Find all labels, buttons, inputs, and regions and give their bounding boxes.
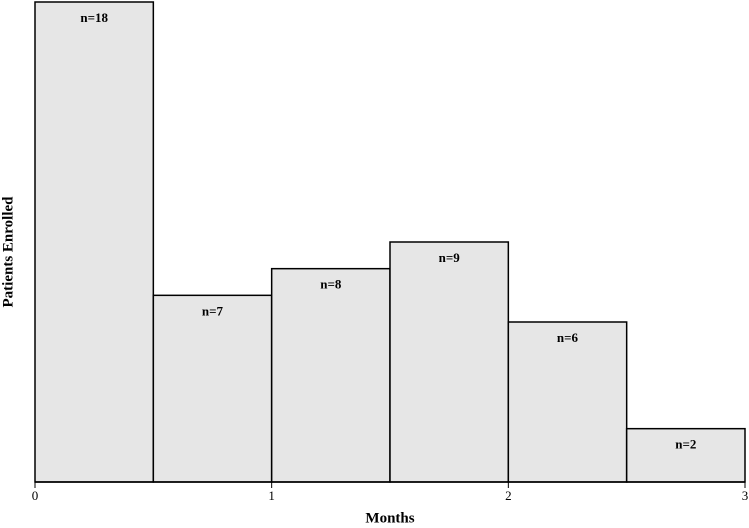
bar — [625, 427, 746, 483]
value-label: n=18 — [80, 10, 108, 25]
value-label: n=9 — [439, 250, 461, 265]
y-axis-label: Patients Enrolled — [0, 196, 16, 308]
value-label: n=6 — [557, 330, 579, 345]
bar — [389, 241, 510, 483]
value-label: n=2 — [675, 437, 696, 452]
bar — [270, 267, 391, 483]
bar — [34, 1, 155, 483]
bar — [152, 294, 273, 483]
x-tick-label: 1 — [268, 488, 275, 503]
x-tick-label: 3 — [742, 488, 749, 503]
x-axis-label: Months — [365, 510, 414, 526]
x-tick-label: 2 — [505, 488, 512, 503]
bar — [507, 321, 628, 483]
value-label: n=7 — [202, 303, 224, 318]
value-label: n=8 — [320, 277, 342, 292]
x-tick-label: 0 — [32, 488, 39, 503]
